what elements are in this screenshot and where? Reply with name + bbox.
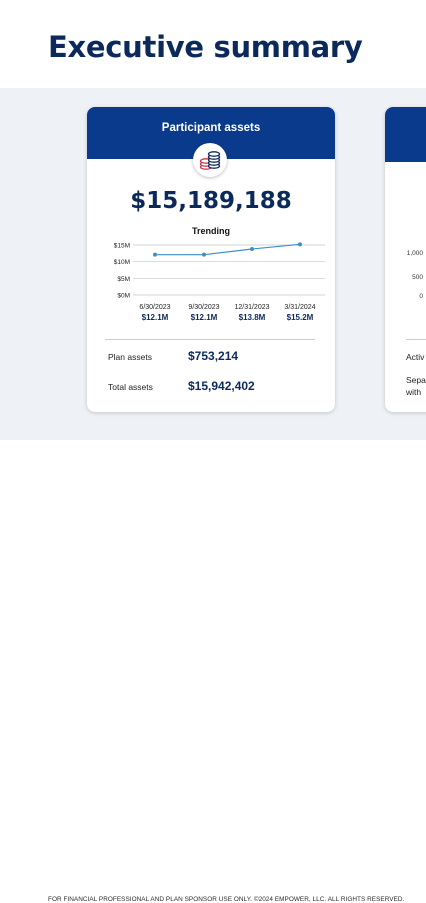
y-tick-label: $5M	[117, 276, 130, 283]
participant-assets-card: Participant assets $15,189,188 Trending …	[87, 107, 335, 412]
card2-tick-1000: 1,000	[406, 250, 423, 257]
header: Executive summary	[0, 0, 426, 88]
data-point	[153, 252, 157, 257]
coins-icon	[193, 143, 227, 177]
data-label: $13.8M	[239, 313, 266, 322]
y-tick-label: $15M	[114, 243, 130, 250]
plan-assets-label: Plan assets	[108, 352, 152, 362]
data-point	[298, 242, 302, 247]
total-assets-value: $15,942,402	[188, 379, 255, 393]
card2-tick-500: 500	[412, 274, 423, 281]
total-participant-assets: $15,189,188	[130, 188, 292, 214]
footer-disclaimer: FOR FINANCIAL PROFESSIONAL AND PLAN SPON…	[48, 896, 405, 903]
y-tick-label: $10M	[114, 259, 130, 266]
card2-text-2: Sepa	[406, 375, 426, 385]
trending-label: Trending	[192, 226, 230, 236]
x-tick-label: 6/30/2023	[139, 304, 170, 311]
trend-chart: $0M $5M $10M $15M 6/30/2023 $12.1M 9/30/2023 $1…	[114, 242, 325, 322]
data-point	[202, 252, 206, 257]
card2-tick-0: 0	[419, 293, 423, 300]
total-assets-label: Total assets	[108, 382, 153, 392]
divider	[105, 339, 315, 340]
y-tick-label: $0M	[117, 293, 130, 300]
series-line	[155, 243, 301, 256]
data-point	[250, 247, 254, 251]
card2-text-1: Activ	[406, 352, 425, 362]
card2-divider	[406, 339, 426, 340]
x-tick-label: 3/31/2024	[284, 304, 315, 311]
card2-text-3: with	[406, 387, 422, 397]
footer: FOR FINANCIAL PROFESSIONAL AND PLAN SPON…	[0, 440, 426, 903]
second-card-header	[385, 107, 426, 162]
page-title: Executive summary	[48, 30, 363, 64]
x-tick-label: 9/30/2023	[188, 304, 219, 311]
card-title: Participant assets	[161, 122, 261, 134]
second-card-partial: 1,000 500 0 Activ Sepa with	[385, 107, 426, 412]
data-label: $15.2M	[287, 313, 314, 322]
x-tick-label: 12/31/2023	[234, 304, 269, 311]
plan-assets-value: $753,214	[188, 349, 239, 363]
data-label: $12.1M	[142, 313, 169, 322]
data-label: $12.1M	[191, 313, 218, 322]
